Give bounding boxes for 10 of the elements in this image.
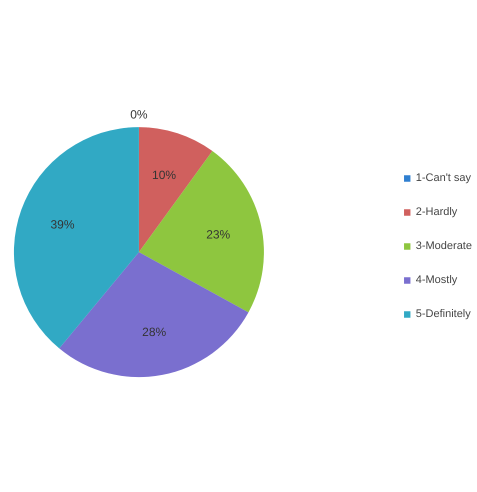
legend-label: 2-Hardly xyxy=(416,206,458,218)
data-label: 39% xyxy=(50,218,75,232)
data-label: 10% xyxy=(152,168,176,182)
legend-label: 4-Mostly xyxy=(416,274,458,286)
legend-label: 3-Moderate xyxy=(416,240,472,252)
data-label: 28% xyxy=(142,324,166,339)
legend-label: 1-Can't say xyxy=(416,172,472,184)
legend-label: 5-Definitely xyxy=(416,308,471,320)
data-label: 23% xyxy=(206,227,231,242)
text: 0% xyxy=(130,108,148,122)
